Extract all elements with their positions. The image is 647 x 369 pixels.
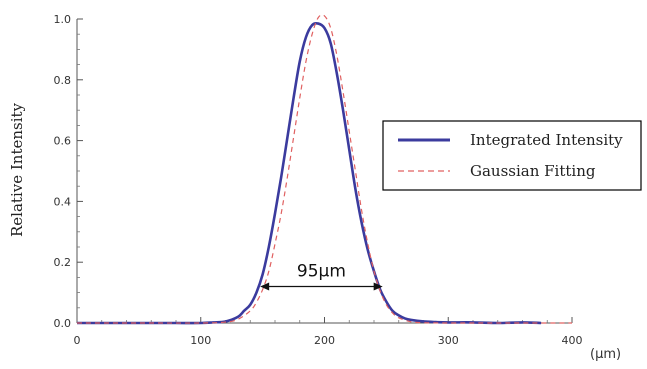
x-tick-label: 300: [438, 334, 459, 347]
x-unit-label: (μm): [590, 347, 621, 362]
x-tick-label: 200: [314, 334, 335, 347]
fwhm-arrow-head-left: [260, 282, 270, 291]
legend: Integrated Intensity Gaussian Fitting: [382, 120, 642, 191]
legend-label-gaussian: Gaussian Fitting: [470, 162, 596, 180]
y-tick-label: 1.0: [54, 13, 72, 26]
y-axis-title: Relative Intensity: [8, 102, 26, 237]
y-tick-label: 0.2: [54, 256, 72, 269]
fwhm-arrow-head-right: [373, 282, 383, 291]
y-tick-label: 0.8: [54, 74, 72, 87]
legend-box: [382, 120, 642, 191]
y-tick-label: 0.0: [54, 317, 72, 330]
annotations-layer: 95μm: [260, 262, 383, 291]
x-tick-label: 400: [562, 334, 583, 347]
y-tick-label: 0.6: [54, 135, 72, 148]
fwhm-label: 95μm: [297, 262, 346, 282]
series-line-integrated-intensity: [77, 21, 542, 325]
legend-label-integrated: Integrated Intensity: [470, 131, 623, 149]
series-line-gaussian-fitting: [77, 14, 572, 324]
series-layer: [77, 14, 572, 325]
y-tick-label: 0.4: [54, 195, 72, 208]
x-tick-label: 100: [190, 334, 211, 347]
x-tick-label: 0: [74, 334, 81, 347]
ticks: 0 100 200 300 400 0.0 0.2 0.4 0.6 0.8 1.0: [54, 13, 583, 347]
